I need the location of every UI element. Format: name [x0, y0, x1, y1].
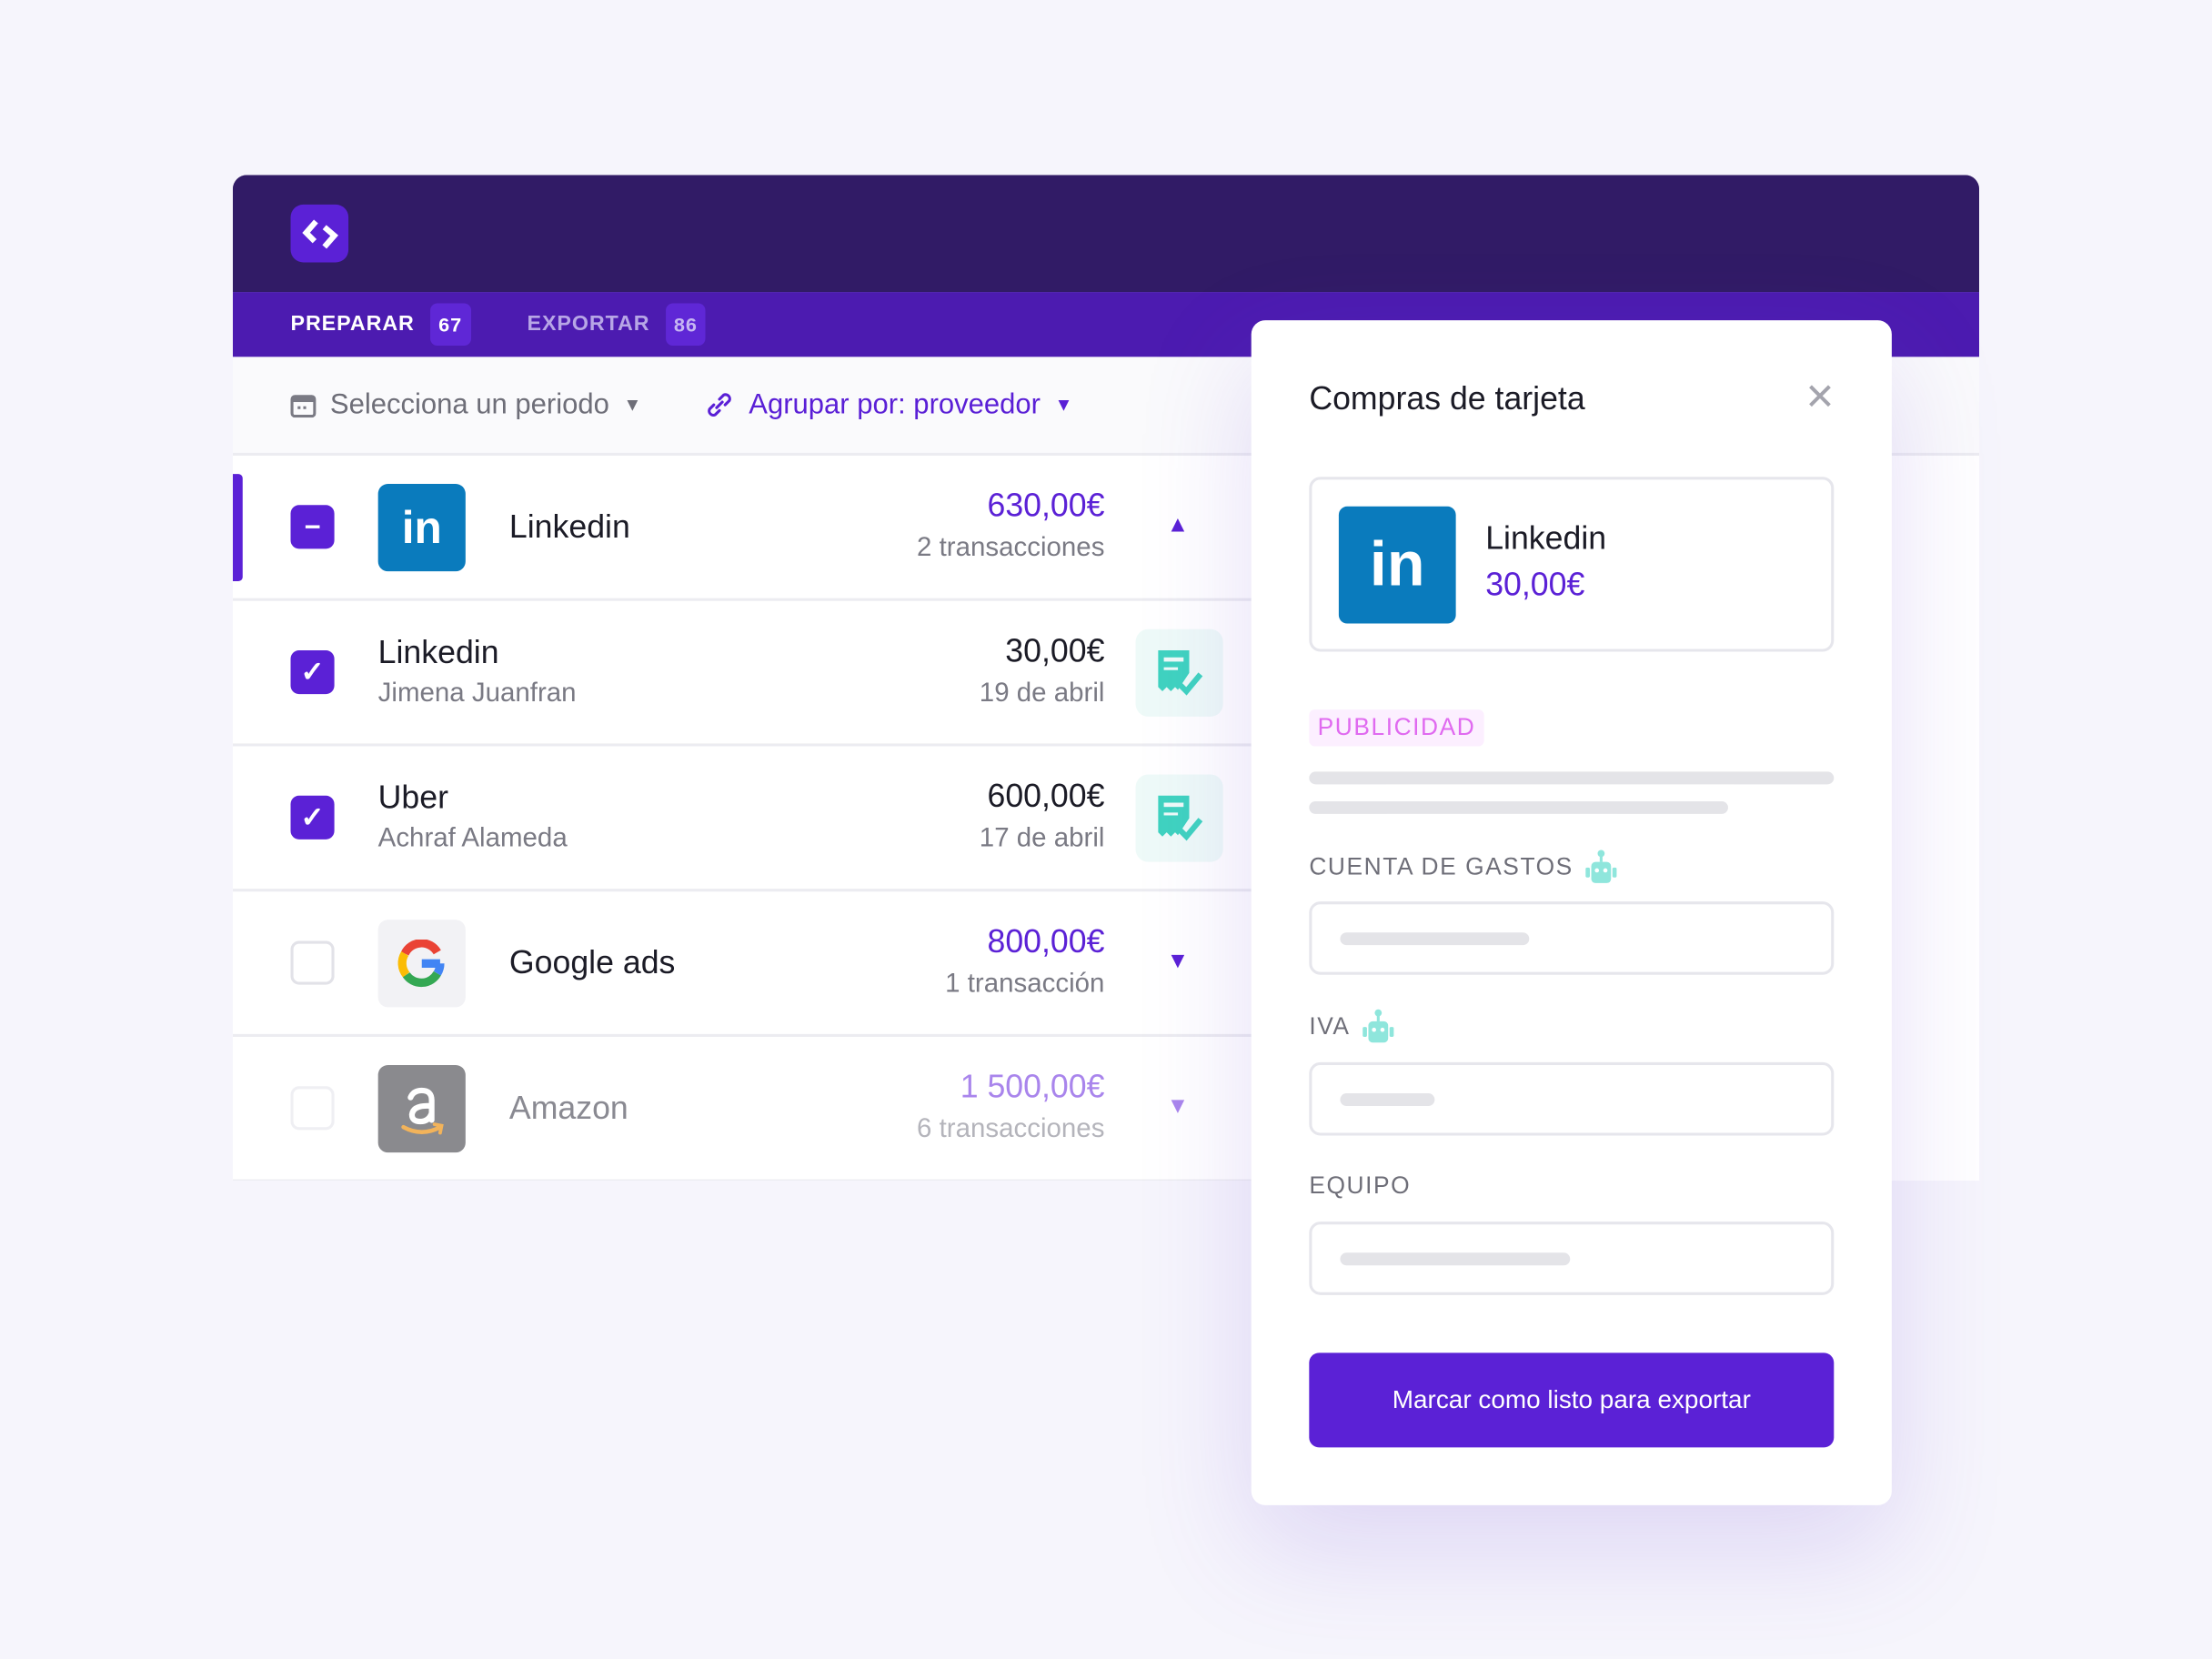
amount: 800,00€	[987, 922, 1105, 960]
vendor-group-row[interactable]: Amazon 1 500,00€ 6 transacciones ▼	[232, 1036, 1252, 1181]
tab-label: PREPARAR	[290, 311, 415, 337]
field-label-equipo: EQUIPO	[1309, 1168, 1411, 1204]
google-logo	[377, 920, 466, 1008]
amount: 1 500,00€	[960, 1068, 1105, 1105]
caret-down-icon: ▼	[623, 393, 642, 415]
amount: 630,00€	[987, 487, 1105, 524]
transaction-row[interactable]: ✓ Linkedin Jimena Juanfran 30,00€ 19 de …	[232, 600, 1252, 749]
vendor-group-row[interactable]: − in Linkedin 630,00€ 2 transacciones ▲	[232, 455, 1252, 603]
app-logo[interactable]	[290, 204, 349, 263]
checkbox-unchecked[interactable]	[290, 940, 335, 985]
transaction-count: 1 transacción	[945, 969, 1105, 1000]
count-badge: 86	[665, 303, 707, 346]
receipt-check-icon	[1158, 650, 1203, 696]
amazon-icon	[401, 1087, 444, 1135]
tab-label: EXPORTAR	[527, 311, 650, 337]
collapse-arrow-icon[interactable]: ▲	[1166, 513, 1190, 538]
detail-panel: Compras de tarjeta ✕ in Linkedin 30,00€ …	[1251, 320, 1892, 1505]
value-placeholder	[1340, 1252, 1571, 1266]
logo-icon	[301, 218, 338, 248]
date: 17 de abril	[979, 823, 1105, 854]
checkbox-indeterminate[interactable]: −	[290, 505, 335, 549]
robot-icon	[1585, 850, 1617, 883]
group-by-label: Agrupar por: proveedor	[749, 389, 1041, 421]
vendor-name: Amazon	[508, 1089, 628, 1126]
iva-input[interactable]	[1309, 1061, 1835, 1136]
close-icon[interactable]: ✕	[1805, 375, 1835, 418]
vendor-card: in Linkedin 30,00€	[1309, 477, 1835, 652]
linkedin-logo: in	[1338, 506, 1456, 624]
vendor-group-row[interactable]: Google ads 800,00€ 1 transacción ▼	[232, 891, 1252, 1039]
top-bar	[232, 175, 1980, 293]
person-name: Jimena Juanfran	[377, 679, 577, 709]
expand-arrow-icon[interactable]: ▼	[1166, 1094, 1190, 1119]
robot-icon	[1362, 1009, 1394, 1043]
vendor-name: Linkedin	[508, 508, 630, 545]
amount: 30,00€	[1485, 565, 1585, 603]
category-tag[interactable]: PUBLICIDAD	[1309, 709, 1484, 747]
label-text: EQUIPO	[1309, 1171, 1412, 1200]
transaction-count: 6 transacciones	[917, 1114, 1105, 1144]
label-text: CUENTA DE GASTOS	[1309, 853, 1574, 880]
calendar-icon	[290, 395, 317, 418]
checkbox-unchecked[interactable]	[290, 1086, 335, 1131]
mark-ready-button[interactable]: Marcar como listo para exportar	[1309, 1352, 1835, 1448]
expand-arrow-icon[interactable]: ▼	[1166, 949, 1190, 974]
vendor-name: Google ads	[508, 943, 676, 980]
count-badge: 67	[429, 303, 471, 346]
tab-exportar[interactable]: EXPORTAR 86	[528, 303, 707, 346]
panel-title: Compras de tarjeta	[1309, 379, 1585, 417]
label-text: IVA	[1309, 1012, 1351, 1041]
expense-account-input[interactable]	[1309, 901, 1835, 975]
vendor-name: Linkedin	[1485, 518, 1607, 557]
amount: 600,00€	[987, 777, 1105, 814]
receipt-button[interactable]	[1135, 628, 1223, 717]
selected-indicator	[232, 474, 243, 582]
google-icon	[397, 939, 445, 988]
field-label-iva: IVA	[1309, 1009, 1395, 1045]
period-label: Selecciona un periodo	[329, 389, 609, 421]
group-by-dropdown[interactable]: Agrupar por: proveedor ▼	[704, 388, 1073, 422]
transaction-count: 2 transacciones	[917, 533, 1105, 563]
date: 19 de abril	[979, 679, 1105, 709]
vendor-name: Linkedin	[377, 633, 499, 670]
amount: 30,00€	[1005, 631, 1105, 669]
team-input[interactable]	[1309, 1222, 1835, 1295]
amazon-logo	[377, 1065, 466, 1153]
link-icon	[707, 393, 731, 417]
text-placeholder	[1309, 800, 1728, 814]
period-dropdown[interactable]: Selecciona un periodo ▼	[290, 388, 642, 422]
text-placeholder	[1309, 771, 1835, 785]
field-label-cuenta: CUENTA DE GASTOS	[1309, 850, 1618, 886]
value-placeholder	[1340, 932, 1530, 946]
vendor-name: Uber	[377, 779, 448, 816]
receipt-check-icon	[1158, 795, 1203, 841]
checkbox-checked[interactable]: ✓	[290, 795, 335, 840]
value-placeholder	[1340, 1093, 1435, 1106]
receipt-button[interactable]	[1135, 774, 1223, 862]
linkedin-logo: in	[377, 483, 466, 572]
tab-preparar[interactable]: PREPARAR 67	[291, 303, 471, 346]
checkbox-checked[interactable]: ✓	[290, 650, 335, 695]
transaction-row[interactable]: ✓ Uber Achraf Alameda 600,00€ 17 de abri…	[232, 746, 1252, 893]
person-name: Achraf Alameda	[377, 823, 568, 854]
caret-down-icon: ▼	[1054, 393, 1073, 415]
